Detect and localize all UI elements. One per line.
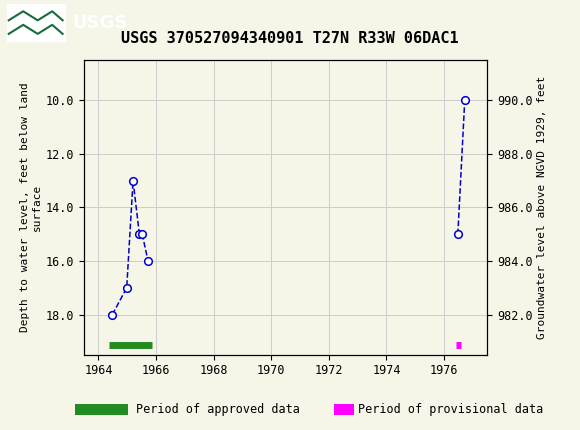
Text: USGS: USGS: [72, 14, 128, 31]
Text: Period of approved data: Period of approved data: [136, 403, 300, 416]
Y-axis label: Groundwater level above NGVD 1929, feet: Groundwater level above NGVD 1929, feet: [536, 76, 547, 339]
Text: USGS 370527094340901 T27N R33W 06DAC1: USGS 370527094340901 T27N R33W 06DAC1: [121, 31, 459, 46]
FancyBboxPatch shape: [7, 3, 65, 41]
Text: Period of provisional data: Period of provisional data: [358, 403, 543, 416]
Y-axis label: Depth to water level, feet below land
surface: Depth to water level, feet below land su…: [20, 83, 42, 332]
